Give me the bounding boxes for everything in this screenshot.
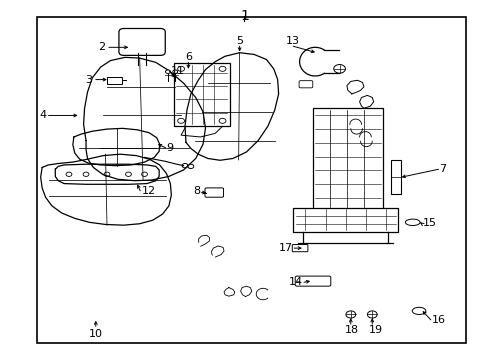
Circle shape bbox=[187, 164, 193, 168]
Bar bbox=[312, 108, 383, 209]
FancyBboxPatch shape bbox=[295, 276, 330, 286]
Bar bbox=[173, 63, 229, 126]
Text: 16: 16 bbox=[431, 315, 446, 325]
Text: 18: 18 bbox=[344, 325, 358, 335]
Text: 13: 13 bbox=[285, 36, 300, 45]
Ellipse shape bbox=[411, 307, 425, 315]
FancyBboxPatch shape bbox=[204, 188, 223, 197]
Circle shape bbox=[219, 66, 225, 71]
Text: 17: 17 bbox=[279, 243, 293, 253]
Circle shape bbox=[219, 118, 225, 123]
Text: 1: 1 bbox=[240, 9, 248, 23]
Circle shape bbox=[104, 172, 110, 176]
Bar bbox=[293, 208, 397, 232]
Bar bbox=[390, 160, 400, 194]
Text: 3: 3 bbox=[85, 75, 92, 85]
Circle shape bbox=[345, 311, 355, 318]
Text: 6: 6 bbox=[184, 51, 191, 62]
Text: 2: 2 bbox=[98, 42, 105, 52]
Circle shape bbox=[177, 118, 184, 123]
FancyBboxPatch shape bbox=[299, 81, 312, 88]
Text: 4: 4 bbox=[40, 111, 47, 121]
Text: 11: 11 bbox=[170, 66, 184, 76]
FancyBboxPatch shape bbox=[119, 28, 165, 55]
Text: 7: 7 bbox=[439, 164, 446, 174]
Ellipse shape bbox=[172, 70, 177, 73]
Bar bbox=[107, 77, 122, 84]
Circle shape bbox=[182, 163, 187, 168]
Circle shape bbox=[333, 64, 345, 73]
Circle shape bbox=[142, 172, 147, 176]
Text: 9: 9 bbox=[166, 143, 173, 153]
FancyBboxPatch shape bbox=[292, 244, 307, 252]
Ellipse shape bbox=[405, 219, 419, 226]
Circle shape bbox=[177, 66, 184, 71]
Circle shape bbox=[125, 172, 131, 176]
Bar bbox=[37, 17, 466, 343]
Circle shape bbox=[66, 172, 72, 176]
Ellipse shape bbox=[165, 70, 170, 73]
Circle shape bbox=[83, 172, 89, 176]
Text: 12: 12 bbox=[142, 186, 156, 196]
Text: 14: 14 bbox=[288, 277, 303, 287]
Text: 8: 8 bbox=[193, 186, 200, 196]
Circle shape bbox=[366, 311, 376, 318]
Text: 10: 10 bbox=[89, 329, 102, 339]
Text: 19: 19 bbox=[368, 325, 383, 335]
Text: 5: 5 bbox=[236, 36, 243, 45]
Text: 15: 15 bbox=[422, 218, 436, 228]
